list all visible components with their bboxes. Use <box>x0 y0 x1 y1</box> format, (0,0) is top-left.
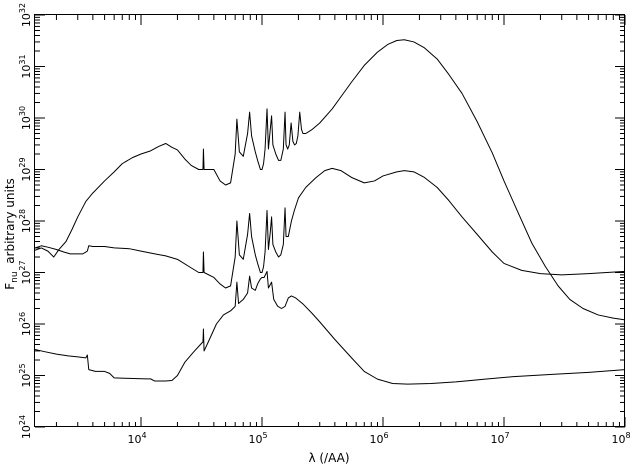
y-tick-label: 1027 <box>18 260 33 284</box>
y-tick-label: 1024 <box>18 415 33 439</box>
y-tick-label: 1030 <box>18 106 33 130</box>
series-curve-2 <box>34 167 626 289</box>
y-tick-label: 1026 <box>18 312 33 336</box>
y-axis-label-sub: nu <box>10 271 20 282</box>
y-tick-label: 1031 <box>18 54 33 78</box>
x-tick-label: 108 <box>611 431 630 446</box>
series-curve-3 <box>34 270 626 385</box>
y-tick-label: 1028 <box>18 209 33 233</box>
x-tick-label: 107 <box>490 431 509 446</box>
x-axis-label: λ (/AA) <box>308 451 349 465</box>
y-axis-label-rest: arbitrary units <box>3 178 17 271</box>
series-curve-1 <box>34 39 626 321</box>
y-axis-label-main: F <box>3 283 17 290</box>
x-tick-label: 106 <box>369 431 388 446</box>
x-tick-label: 104 <box>127 431 146 446</box>
y-tick-label: 1029 <box>18 157 33 181</box>
y-axis-label: Fnu arbitrary units <box>3 178 20 290</box>
curves-layer <box>34 39 626 385</box>
y-tick-label: 1032 <box>18 3 33 27</box>
x-tick-label: 105 <box>248 431 267 446</box>
ticks-layer <box>35 14 626 428</box>
tick-labels-layer: 104 105 106 107 108 1024 1025 1026 1027 1028 1029 1… <box>18 3 631 446</box>
y-tick-label: 1025 <box>18 363 33 387</box>
